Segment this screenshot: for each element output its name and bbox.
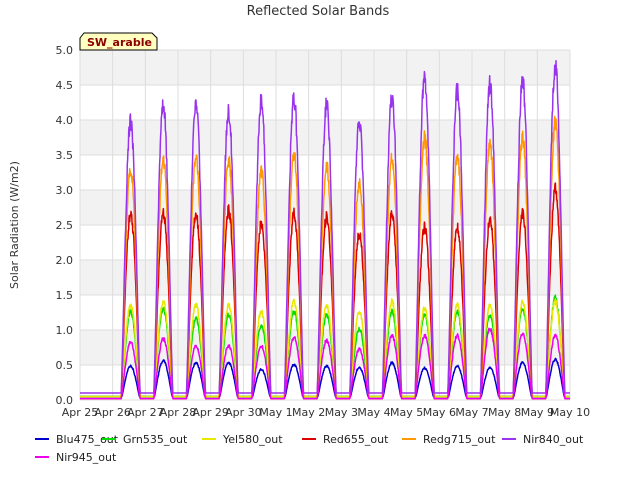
series-lines [79, 59, 571, 400]
series-line-blu475-out [79, 357, 571, 398]
y-tick-label: 4.5 [56, 79, 74, 92]
y-axis-label: Solar Radiation (W/m2) [8, 161, 21, 289]
series-line-nir945-out [79, 327, 571, 400]
annotation-text: SW_arable [87, 36, 152, 49]
y-tick-label: 2.0 [56, 254, 74, 267]
plot-band [80, 50, 570, 85]
legend-label: Grn535_out [123, 433, 188, 446]
x-tick-label: Apr 26 [94, 406, 131, 419]
series-line-yel580-out [79, 298, 571, 398]
x-tick-label: May 2 [292, 406, 325, 419]
x-tick-label: Apr 29 [192, 406, 229, 419]
x-tick-label: Apr 25 [62, 406, 99, 419]
series-line-red655-out [79, 182, 571, 400]
y-tick-label: 0.5 [56, 359, 74, 372]
x-tick-label: Apr 27 [127, 406, 164, 419]
y-tick-label: 5.0 [56, 44, 74, 57]
legend-label: Nir945_out [56, 451, 117, 464]
x-tick-label: May 7 [455, 406, 488, 419]
x-tick-label: May 10 [550, 406, 590, 419]
y-tick-label: 3.5 [56, 149, 74, 162]
y-tick-label: 4.0 [56, 114, 74, 127]
legend-label: Nir840_out [523, 433, 584, 446]
plot-band [80, 330, 570, 365]
y-tick-label: 1.0 [56, 324, 74, 337]
x-tick-label: May 4 [357, 406, 390, 419]
x-tick-label: May 8 [488, 406, 521, 419]
series-line-nir840-out [79, 59, 571, 394]
legend-label: Blu475_out [56, 433, 119, 446]
y-tick-label: 0.0 [56, 394, 74, 407]
annotation-tag: SW_arable [79, 32, 158, 51]
x-tick-label: May 1 [259, 406, 292, 419]
x-tick-label: May 3 [325, 406, 358, 419]
x-tick-label: May 6 [423, 406, 456, 419]
y-tick-label: 3.0 [56, 184, 74, 197]
y-tick-label: 2.5 [56, 219, 74, 232]
series-line-grn535-out [79, 294, 571, 398]
x-tick-label: May 5 [390, 406, 423, 419]
y-tick-labels: 0.0 0.5 1.0 1.5 2.0 2.5 3.0 3.5 4.0 4.5 5.0 [56, 44, 74, 407]
x-tick-label: Apr 28 [160, 406, 197, 419]
legend: Blu475_out Grn535_out Yel580_out Red655_out… [35, 433, 584, 464]
plot-band [80, 260, 570, 295]
legend-label: Red655_out [323, 433, 389, 446]
series-line-redg715-out [79, 115, 571, 400]
x-tick-label: May 9 [521, 406, 554, 419]
legend-label: Redg715_out [423, 433, 496, 446]
y-tick-label: 1.5 [56, 289, 74, 302]
legend-label: Yel580_out [222, 433, 283, 446]
x-tick-label: Apr 30 [225, 406, 262, 419]
chart-title: Reflected Solar Bands [247, 4, 390, 19]
